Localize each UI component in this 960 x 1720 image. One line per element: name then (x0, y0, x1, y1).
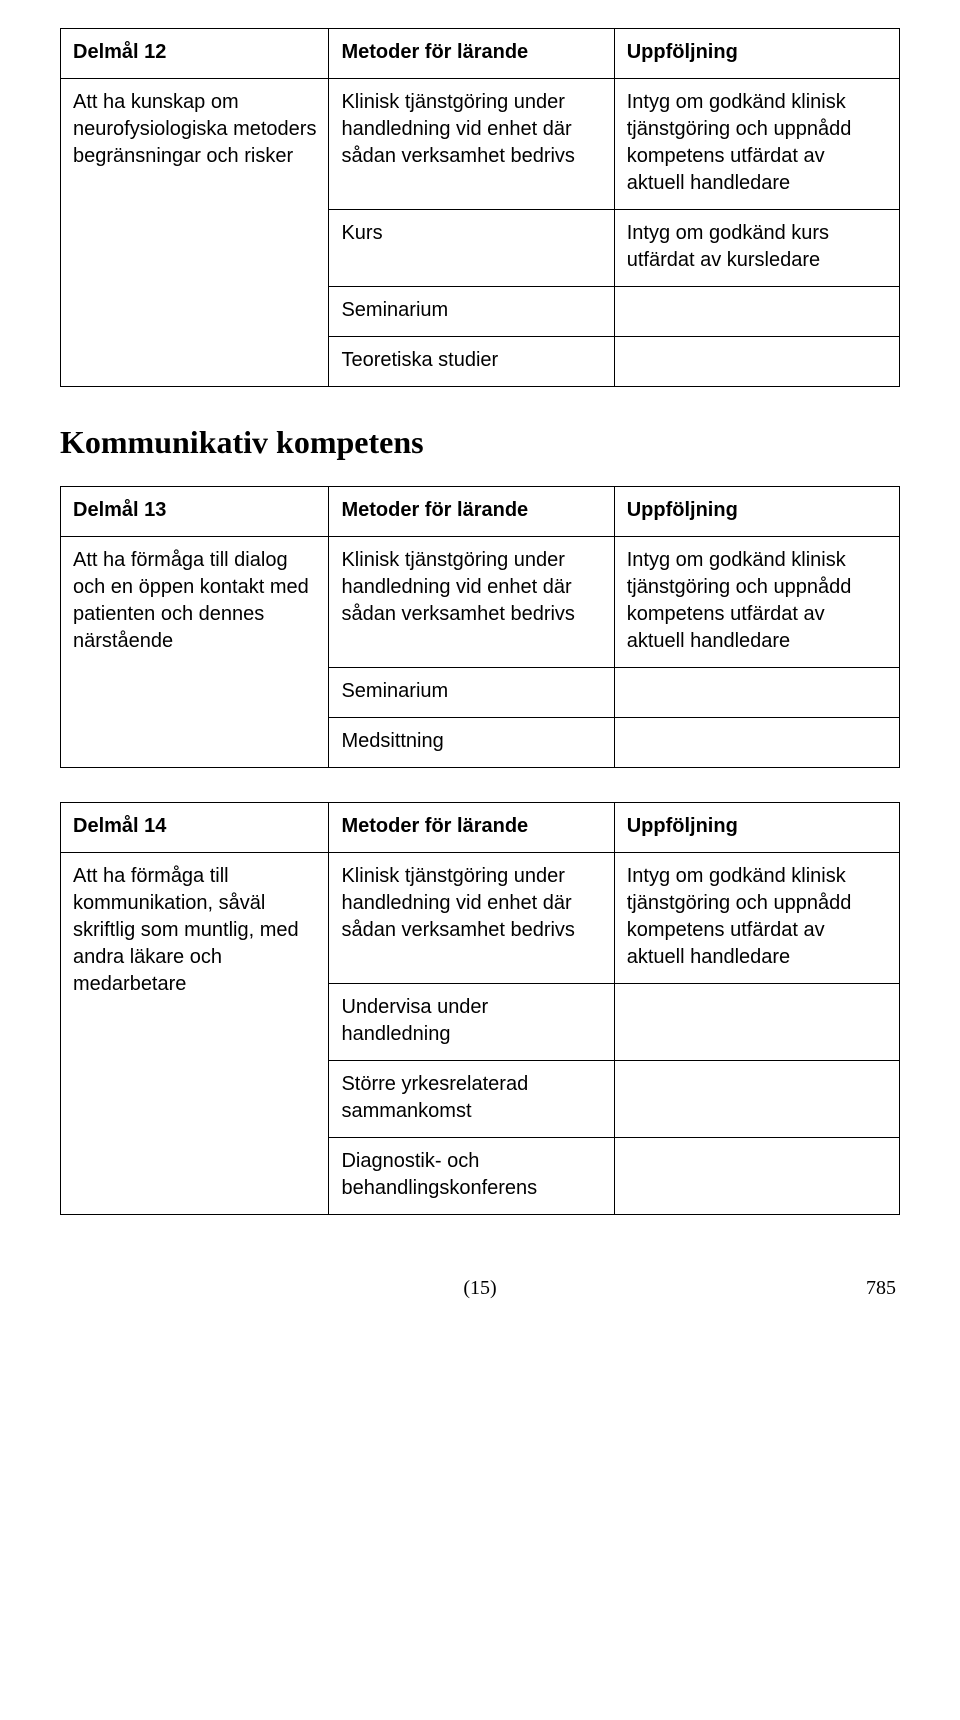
table2-header-2: Uppföljning (614, 487, 899, 537)
table1-header-1: Metoder för lärande (329, 29, 614, 79)
table1-r2c1: Seminarium (329, 287, 614, 337)
table1-r2c2 (614, 287, 899, 337)
table1-header-0: Delmål 12 (61, 29, 329, 79)
table3-header-2: Uppföljning (614, 803, 899, 853)
footer-left (64, 1275, 124, 1302)
table3-r0c0: Att ha förmåga till kommunikation, såväl… (61, 853, 329, 1215)
section-heading-kommunikativ: Kommunikativ kompetens (60, 421, 900, 464)
delmal-14-table: Delmål 14 Metoder för lärande Uppföljnin… (60, 802, 900, 1215)
table2-r0c1: Klinisk tjänstgöring under handledning v… (329, 537, 614, 668)
table2-header-1: Metoder för lärande (329, 487, 614, 537)
table3-r3c1: Diagnostik- och behandlingskonferens (329, 1138, 614, 1215)
table3-r2c2 (614, 1061, 899, 1138)
table3-header-0: Delmål 14 (61, 803, 329, 853)
table2-r1c1: Seminarium (329, 668, 614, 718)
table1-r0c1: Klinisk tjänstgöring under handledning v… (329, 79, 614, 210)
table2-r1c2 (614, 668, 899, 718)
table1-r3c2 (614, 337, 899, 387)
table3-r2c1: Större yrkesrelaterad sammankomst (329, 1061, 614, 1138)
table3-r3c2 (614, 1138, 899, 1215)
table1-r0c2: Intyg om godkänd klinisk tjänstgöring oc… (614, 79, 899, 210)
table1-r3c1: Teoretiska studier (329, 337, 614, 387)
footer-right: 785 (836, 1275, 896, 1302)
table2-r0c0: Att ha förmåga till dialog och en öppen … (61, 537, 329, 768)
table2-header-0: Delmål 13 (61, 487, 329, 537)
table3-r0c1: Klinisk tjänstgöring under handledning v… (329, 853, 614, 984)
table1-r1c1: Kurs (329, 210, 614, 287)
table1-r0c0: Att ha kunskap om neurofysiologiska meto… (61, 79, 329, 387)
delmal-12-table: Delmål 12 Metoder för lärande Uppföljnin… (60, 28, 900, 387)
table2-r2c2 (614, 718, 899, 768)
page-footer: (15) 785 (60, 1275, 900, 1302)
delmal-13-table: Delmål 13 Metoder för lärande Uppföljnin… (60, 486, 900, 768)
table3-r1c1: Undervisa under handledning (329, 984, 614, 1061)
footer-center: (15) (124, 1275, 836, 1302)
table3-r1c2 (614, 984, 899, 1061)
table3-header-1: Metoder för lärande (329, 803, 614, 853)
table2-r0c2: Intyg om godkänd klinisk tjänstgöring oc… (614, 537, 899, 668)
table3-r0c2: Intyg om godkänd klinisk tjänstgöring oc… (614, 853, 899, 984)
table2-r2c1: Medsittning (329, 718, 614, 768)
table1-header-2: Uppföljning (614, 29, 899, 79)
table1-r1c2: Intyg om godkänd kurs utfärdat av kursle… (614, 210, 899, 287)
